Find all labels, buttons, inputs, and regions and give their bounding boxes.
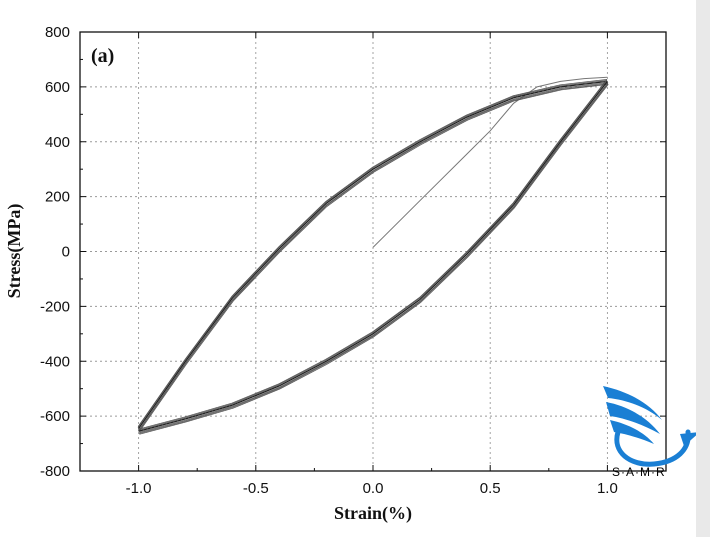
reloading-branch-line <box>137 80 608 431</box>
series-layer <box>137 76 609 435</box>
unloading-branch-line <box>137 80 607 428</box>
unloading-branch-line <box>138 82 609 430</box>
grid-layer <box>80 32 666 471</box>
y-tick-label: 400 <box>45 134 70 151</box>
y-tick-label: 800 <box>45 24 70 41</box>
x-tick-label: -1.0 <box>126 480 152 497</box>
logo-swoosh-top <box>603 386 662 420</box>
unloading-branch-line <box>138 80 608 429</box>
reloading-branch-line <box>138 83 609 434</box>
samr-logo: S·A·M·R <box>603 386 700 479</box>
y-tick-label: 200 <box>45 189 70 206</box>
unloading-branch-line <box>138 83 608 431</box>
reloading-branch-line <box>139 84 609 435</box>
logo-ring-icon <box>614 429 691 467</box>
initial-loading-curve <box>372 76 608 248</box>
reloading-branch-line <box>139 82 609 433</box>
y-tick-label: -400 <box>40 353 70 370</box>
y-tick-label: -800 <box>40 463 70 480</box>
logo-arrow-icon <box>680 432 700 446</box>
unloading-branch-line <box>139 84 609 432</box>
x-tick-label: 1.0 <box>597 480 618 497</box>
panel-tag: (a) <box>91 45 114 67</box>
y-axis-label: Stress(MPa) <box>4 204 25 299</box>
logo-swoosh-mid <box>606 402 660 434</box>
x-tick-label: 0.5 <box>480 480 501 497</box>
y-tick-label: -200 <box>40 298 70 315</box>
ticks-layer: -1.0 -0.5 0.0 0.5 1.0 -800 -600 -400 -200 0 200 400… <box>40 24 666 497</box>
unloading-branch-line <box>137 79 608 427</box>
y-tick-label: 600 <box>45 79 70 96</box>
x-tick-label: -0.5 <box>243 480 269 497</box>
reloading-branch-line <box>138 81 608 432</box>
x-axis-label: Strain(%) <box>334 503 412 524</box>
reloading-branch-line <box>138 79 608 430</box>
right-edge-band <box>696 0 710 537</box>
y-tick-label: -600 <box>40 408 70 425</box>
logo-text: S·A·M·R <box>612 465 666 479</box>
x-tick-label: 0.0 <box>363 480 384 497</box>
y-tick-label: 0 <box>62 244 70 261</box>
logo-swoosh-low <box>610 420 654 444</box>
